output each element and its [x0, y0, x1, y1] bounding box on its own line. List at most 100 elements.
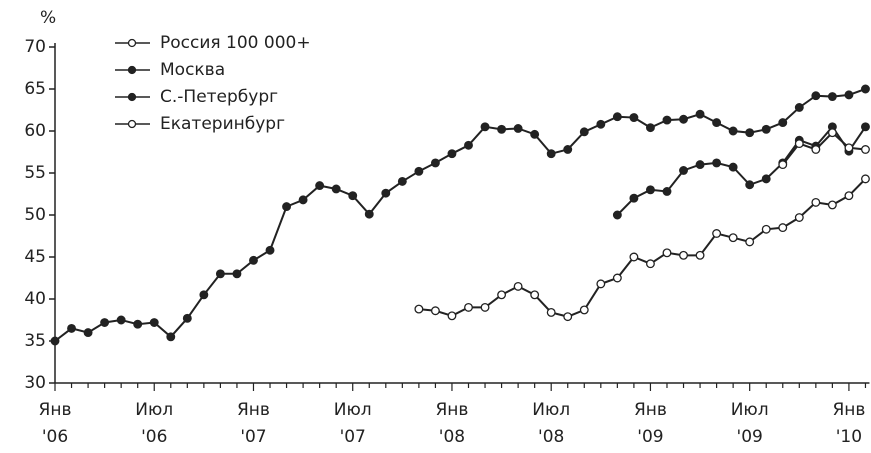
- marker: [844, 143, 854, 153]
- marker: [728, 233, 738, 243]
- marker: [778, 118, 788, 128]
- marker: [497, 290, 507, 300]
- marker: [530, 129, 540, 139]
- marker: [447, 149, 457, 159]
- marker: [861, 84, 870, 94]
- y-tick-label: 55: [24, 163, 46, 183]
- marker: [480, 122, 490, 132]
- marker: [315, 181, 325, 191]
- marker: [827, 200, 837, 210]
- marker: [712, 118, 722, 128]
- marker: [612, 112, 622, 122]
- marker: [827, 128, 837, 138]
- marker: [761, 224, 771, 234]
- x-tick-label: Янв '10: [832, 400, 865, 447]
- marker: [745, 237, 755, 247]
- marker: [596, 279, 606, 289]
- marker: [182, 313, 192, 323]
- marker: [331, 184, 341, 194]
- marker: [629, 193, 639, 203]
- marker: [447, 311, 457, 321]
- marker: [166, 332, 176, 342]
- marker: [645, 185, 655, 195]
- marker: [464, 140, 473, 150]
- y-tick-label: 45: [24, 247, 46, 267]
- marker: [679, 250, 688, 260]
- marker: [513, 124, 523, 133]
- marker: [612, 210, 622, 220]
- marker: [497, 124, 507, 134]
- marker: [215, 269, 225, 279]
- marker: [861, 122, 870, 132]
- marker: [645, 123, 655, 133]
- marker: [629, 252, 639, 262]
- marker: [811, 197, 821, 207]
- marker: [761, 124, 771, 134]
- marker: [563, 312, 573, 322]
- x-tick-label: Янв '07: [237, 400, 270, 447]
- marker: [83, 328, 93, 338]
- marker: [50, 336, 60, 346]
- marker: [546, 307, 556, 317]
- marker: [745, 180, 755, 190]
- x-tick-label: Янв '08: [435, 400, 468, 447]
- marker: [430, 158, 440, 168]
- x-tick-label: Янв '09: [634, 400, 667, 447]
- marker: [761, 174, 771, 184]
- marker: [662, 187, 672, 196]
- marker: [414, 304, 424, 314]
- marker: [794, 139, 804, 149]
- x-tick-label: Июл '08: [532, 400, 570, 447]
- marker: [513, 281, 523, 291]
- marker: [199, 290, 209, 300]
- marker: [596, 119, 606, 129]
- marker: [811, 91, 821, 101]
- marker: [662, 248, 672, 258]
- y-tick-label: 70: [24, 37, 46, 57]
- legend-marker: [127, 119, 137, 129]
- legend-label: Россия 100 000+: [160, 33, 311, 53]
- marker: [430, 306, 440, 316]
- marker: [563, 145, 573, 154]
- marker: [844, 90, 854, 100]
- legend-marker: [127, 65, 137, 75]
- marker: [794, 213, 804, 222]
- marker: [397, 176, 407, 186]
- marker: [67, 323, 76, 333]
- marker: [480, 302, 490, 312]
- marker: [844, 191, 854, 201]
- marker: [712, 158, 722, 168]
- marker: [149, 318, 159, 327]
- legend-marker: [127, 92, 137, 102]
- marker: [612, 273, 622, 283]
- marker: [695, 160, 705, 170]
- x-tick-label: Июл '09: [731, 400, 769, 447]
- marker: [282, 202, 292, 212]
- legend-label: Москва: [160, 60, 225, 80]
- x-tick-label: Июл '06: [135, 400, 173, 447]
- y-tick-label: 30: [24, 373, 46, 393]
- marker: [265, 245, 275, 255]
- marker: [298, 195, 308, 205]
- y-tick-label: 40: [24, 289, 46, 309]
- x-tick-label: Июл '07: [334, 400, 372, 447]
- marker: [364, 209, 374, 219]
- marker: [249, 255, 258, 265]
- marker: [579, 127, 589, 137]
- marker: [381, 188, 391, 198]
- marker: [695, 109, 705, 119]
- marker: [745, 128, 755, 138]
- marker: [414, 166, 424, 176]
- series-line: [418, 178, 867, 318]
- marker: [579, 305, 589, 315]
- marker: [712, 229, 722, 238]
- legend-label: Екатеринбург: [160, 114, 285, 134]
- marker: [728, 162, 738, 172]
- marker: [662, 115, 672, 125]
- y-tick-label: 35: [24, 331, 46, 351]
- marker: [464, 302, 473, 312]
- marker: [679, 114, 688, 124]
- marker: [827, 92, 837, 102]
- marker: [695, 250, 705, 260]
